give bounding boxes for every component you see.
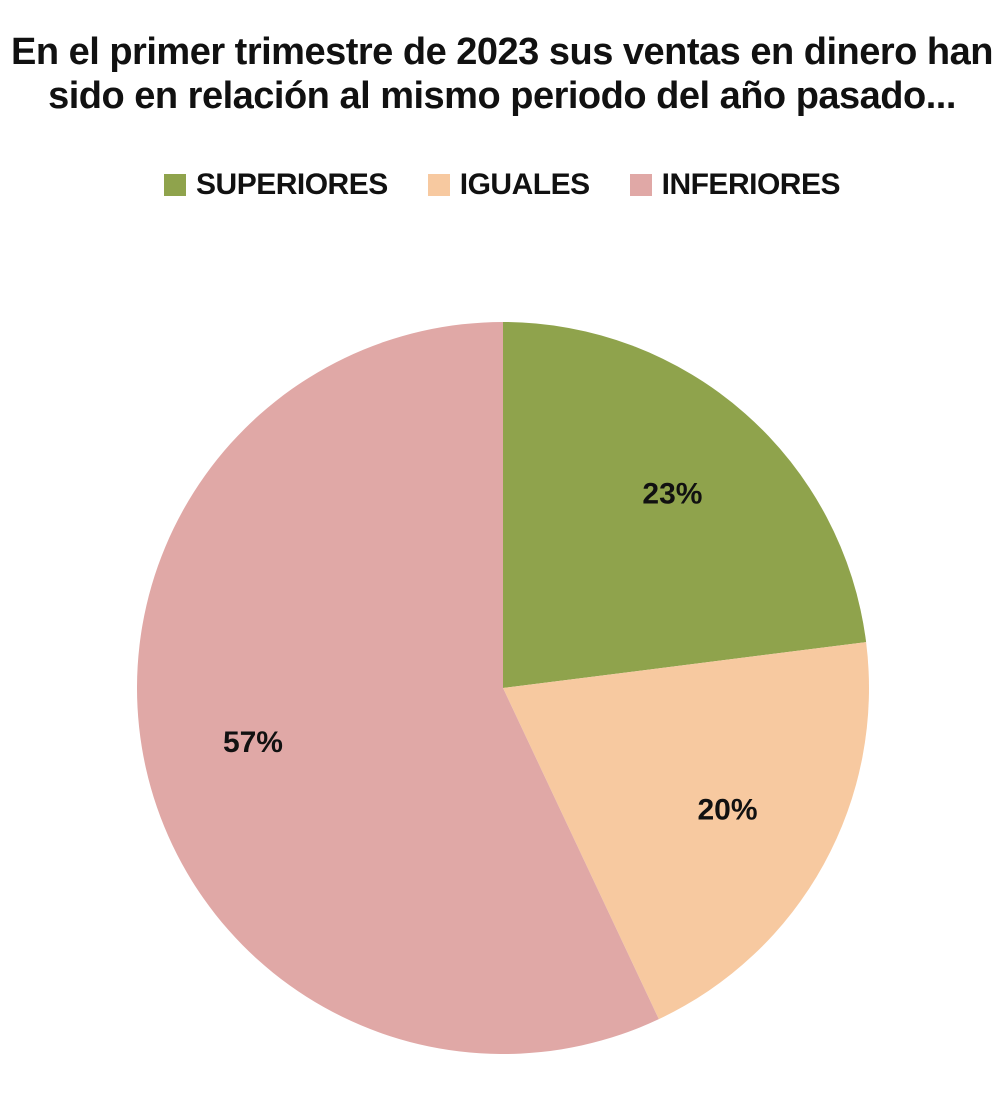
data-label-iguales: 20%	[697, 793, 757, 826]
legend-item-superiores: SUPERIORES	[164, 168, 388, 202]
legend: SUPERIORES IGUALES INFERIORES	[0, 168, 1004, 202]
chart-title-line-1: En el primer trimestre de 2023 sus venta…	[10, 31, 994, 73]
legend-item-inferiores: INFERIORES	[629, 168, 841, 202]
pie-slice-inferiores	[136, 322, 659, 1055]
legend-swatch-superiores	[164, 174, 187, 196]
legend-label-iguales: IGUALES	[459, 168, 590, 201]
legend-swatch-inferiores	[629, 174, 652, 196]
legend-swatch-iguales	[427, 174, 450, 196]
pie-slice-iguales	[503, 642, 869, 1020]
legend-label-inferiores: INFERIORES	[661, 168, 841, 201]
legend-label-superiores: SUPERIORES	[196, 168, 388, 201]
chart-title-line-2: sido en relación al mismo periodo del añ…	[48, 75, 956, 117]
legend-item-iguales: IGUALES	[427, 168, 590, 202]
pie-slice-superiores	[503, 322, 867, 688]
chart-title: En el primer trimestre de 2023 sus venta…	[0, 30, 1004, 118]
data-label-inferiores: 57%	[223, 726, 283, 759]
data-label-superiores: 23%	[642, 478, 702, 511]
